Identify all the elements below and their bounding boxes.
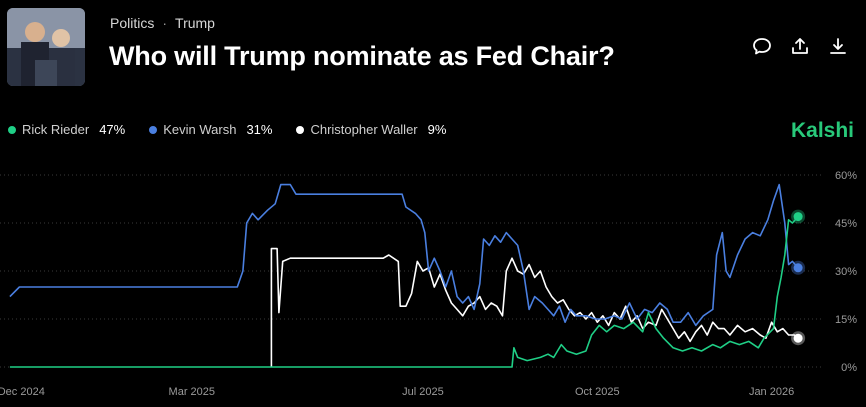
chart-end-markers (791, 209, 806, 346)
download-icon[interactable] (828, 36, 848, 56)
comment-icon[interactable] (752, 36, 772, 56)
series-line-rick-rieder[interactable] (9, 216, 799, 368)
series-line-christopher-waller[interactable] (270, 247, 799, 367)
y-tick-label: 30% (835, 266, 857, 278)
legend-value: 9% (427, 122, 447, 137)
breadcrumb-subcategory[interactable]: Trump (175, 15, 215, 31)
legend-item-kevin-warsh[interactable]: Kevin Warsh 31% (149, 122, 272, 137)
legend-label: Rick Rieder (22, 122, 90, 137)
x-tick-label: Dec 2024 (0, 386, 45, 398)
x-tick-label: Jan 2026 (749, 386, 794, 398)
legend-value: 31% (246, 122, 273, 137)
legend-dot-christopher-waller (296, 125, 305, 134)
breadcrumb-category[interactable]: Politics (110, 15, 155, 31)
legend-value: 47% (99, 122, 126, 137)
y-axis: 60% 45% 30% 15% 0% (835, 170, 857, 374)
x-tick-label: Jul 2025 (402, 386, 444, 398)
x-axis: Dec 2024 Mar 2025 Jul 2025 Oct 2025 Jan 2026 (0, 386, 794, 398)
page-title: Who will Trump nominate as Fed Chair? (109, 41, 615, 71)
market-thumbnail (7, 8, 85, 86)
legend-dot-kevin-warsh (149, 125, 158, 134)
chart-series (9, 183, 799, 368)
brand-logo[interactable]: Kalshi (790, 119, 854, 142)
end-marker-kevin-warsh[interactable] (793, 263, 803, 273)
x-tick-label: Mar 2025 (169, 386, 215, 398)
legend-label: Kevin Warsh (163, 122, 237, 137)
series-line-kevin-warsh[interactable] (9, 183, 799, 327)
legend-dot-rick-rieder (8, 125, 16, 134)
chart-legend: Rick Rieder 47% Kevin Warsh 31% Christop… (8, 122, 446, 137)
legend-label: Christopher Waller (310, 122, 418, 137)
legend-item-christopher-waller[interactable]: Christopher Waller 9% (296, 122, 446, 137)
share-icon[interactable] (790, 36, 810, 56)
chart-grid (0, 174, 822, 368)
y-tick-label: 15% (835, 314, 857, 326)
y-tick-label: 0% (841, 362, 857, 374)
action-toolbar (752, 36, 848, 56)
breadcrumb: Politics · Trump (110, 15, 215, 31)
x-tick-label: Oct 2025 (575, 386, 620, 398)
y-tick-label: 45% (835, 218, 857, 230)
market-image (7, 8, 85, 86)
y-tick-label: 60% (835, 170, 857, 182)
breadcrumb-separator: · (162, 15, 168, 31)
price-history-chart: 60% 45% 30% 15% 0% Dec 2024 Mar 2025 Jul 2025 O… (0, 170, 857, 398)
end-marker-christopher-waller[interactable] (793, 333, 803, 343)
legend-item-rick-rieder[interactable]: Rick Rieder 47% (8, 122, 125, 137)
end-marker-rick-rieder[interactable] (793, 212, 803, 222)
